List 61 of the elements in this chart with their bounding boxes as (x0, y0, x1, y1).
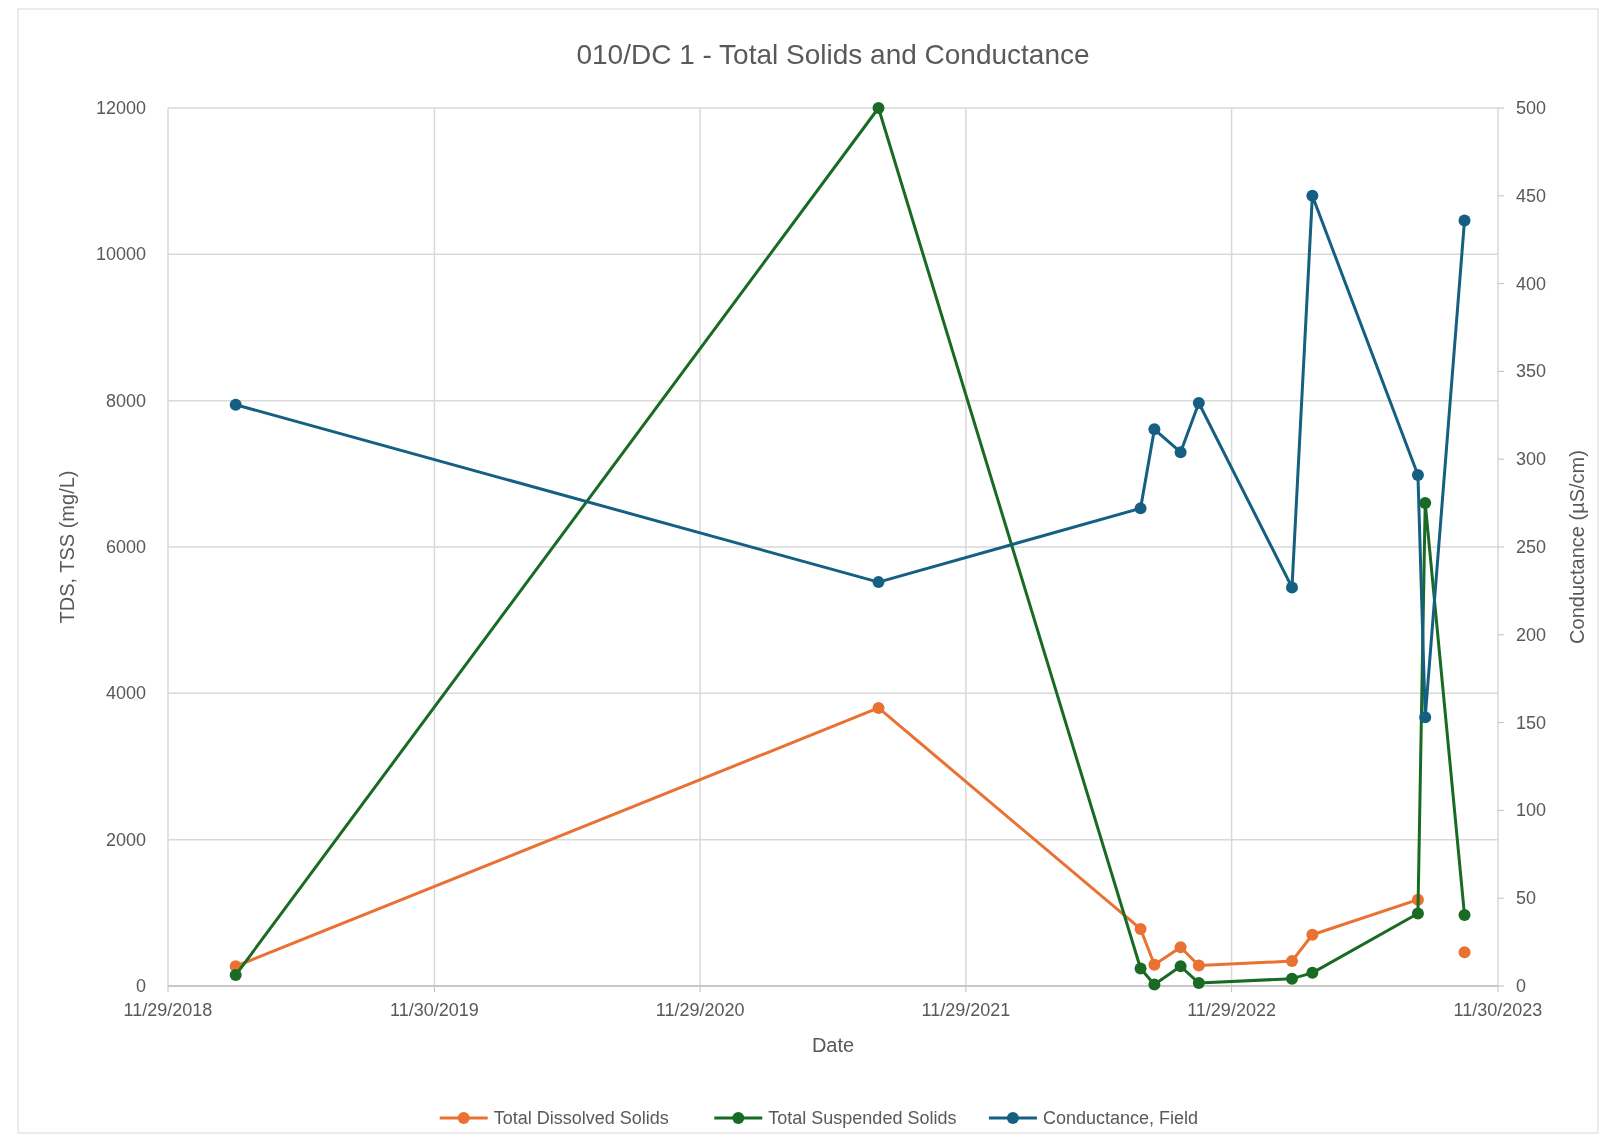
y-tick-label: 6000 (105, 537, 146, 557)
point (1134, 922, 1147, 935)
point (1458, 909, 1471, 922)
x-axis-title: Date (811, 1034, 855, 1056)
point (1306, 928, 1319, 941)
legend-label: Conductance, Field (1042, 1108, 1198, 1128)
y2-tick-label: 200 (1516, 624, 1547, 645)
y2-tick-label: 450 (1516, 185, 1547, 206)
chart-title: 010/DC 1 - Total Solids and Conductance (576, 39, 1090, 70)
point (1192, 397, 1205, 410)
y-axis-title: TDS, TSS (mg/L) (56, 470, 78, 624)
point (1174, 941, 1187, 954)
point (1458, 214, 1471, 227)
point (1306, 189, 1319, 202)
point (1306, 966, 1319, 979)
y2-axis-title: Conductance (µS/cm) (1566, 450, 1588, 644)
y2-tick-label: 0 (1516, 976, 1527, 996)
point (1192, 977, 1205, 990)
point (1411, 469, 1424, 481)
point (1148, 958, 1161, 971)
x-tick-label: 11/29/2018 (123, 1000, 213, 1020)
y-tick-label: 4000 (105, 683, 146, 704)
point (1458, 946, 1471, 959)
y2-tick-label: 100 (1516, 800, 1547, 821)
point (1148, 423, 1161, 436)
legend-label: Total Suspended Solids (768, 1108, 957, 1128)
y2-tick-label: 50 (1516, 888, 1537, 909)
y2-tick-label: 350 (1516, 361, 1547, 382)
y-tick-label: 8000 (105, 390, 146, 411)
point (872, 701, 885, 714)
y2-tick-label: 300 (1516, 449, 1547, 470)
point (1419, 497, 1432, 510)
point (229, 398, 242, 411)
x-tick-label: 11/29/2022 (1187, 1000, 1276, 1020)
y-tick-label: 0 (135, 976, 146, 996)
point (1285, 581, 1298, 594)
point (1419, 711, 1432, 724)
point (1411, 907, 1424, 920)
point (1134, 962, 1147, 975)
y2-tick-label: 150 (1516, 712, 1547, 733)
legend-label: Total Dissolved Solids (493, 1108, 669, 1128)
y2-tick-label: 500 (1516, 98, 1547, 118)
y-tick-label: 2000 (105, 829, 146, 850)
y-tick-label: 10000 (95, 244, 146, 265)
y-tick-label: 12000 (95, 98, 146, 118)
x-tick-label: 11/29/2020 (655, 1000, 745, 1020)
point (229, 969, 242, 982)
point (1174, 960, 1187, 973)
x-tick-label: 11/29/2021 (921, 1000, 1011, 1020)
y2-tick-label: 250 (1516, 537, 1547, 557)
point (1174, 446, 1187, 459)
point (872, 102, 885, 114)
point (1192, 959, 1205, 972)
x-tick-label: 11/30/2023 (1453, 1000, 1543, 1020)
y2-tick-label: 400 (1516, 273, 1547, 294)
point (1148, 978, 1161, 991)
point (1285, 955, 1298, 968)
point (1285, 972, 1298, 985)
x-tick-label: 11/30/2019 (390, 1000, 479, 1020)
point (1134, 502, 1147, 515)
point (872, 576, 885, 589)
